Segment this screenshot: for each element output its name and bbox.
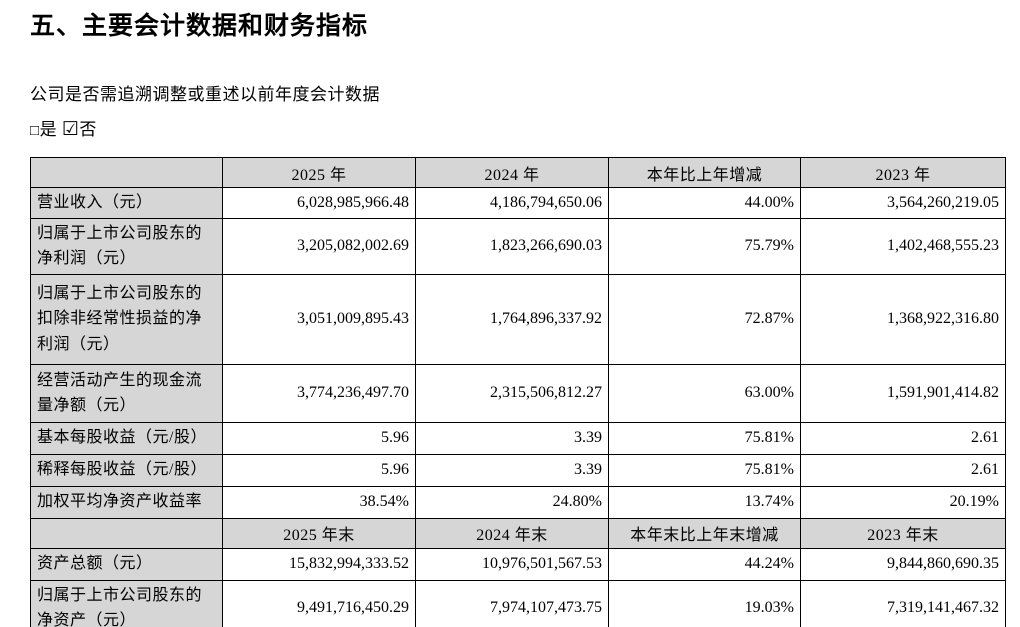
cell-value: 1,764,896,337.92 (415, 273, 609, 365)
table-row: 归属于上市公司股东的净资产（元） 9,491,716,450.29 7,974,… (30, 579, 1006, 627)
cell-value: 7,319,141,467.32 (800, 579, 1006, 627)
checkbox-yes-label: 是 (39, 120, 58, 139)
header-yoy-change: 本年比上年增减 (608, 157, 801, 188)
header-2024-end: 2024 年末 (415, 517, 609, 549)
cell-value: 15,832,994,333.52 (222, 547, 416, 581)
key-financial-indicators-table: 2025 年 2024 年 本年比上年增减 2023 年 营业收入（元） 6,0… (30, 157, 1006, 627)
row-label: 经营活动产生的现金流量净额（元） (30, 363, 223, 423)
corner-cell (30, 517, 223, 549)
cell-value: 5.96 (222, 421, 416, 455)
checkbox-no-label: 否 (79, 120, 97, 139)
header-year-end-change: 本年末比上年末增减 (608, 517, 801, 549)
cell-value: 75.81% (608, 421, 801, 455)
cell-value: 9,844,860,690.35 (800, 547, 1006, 581)
header-2023: 2023 年 (800, 157, 1006, 188)
cell-value: 20.19% (800, 485, 1006, 519)
cell-value: 1,591,901,414.82 (800, 363, 1006, 423)
cell-value: 63.00% (608, 363, 801, 423)
table-row: 基本每股收益（元/股） 5.96 3.39 75.81% 2.61 (30, 421, 1006, 455)
checkbox-no-checked-icon: ☑ (61, 119, 80, 140)
cell-value: 3,205,082,002.69 (222, 217, 416, 275)
cell-value: 75.79% (608, 217, 801, 275)
row-label: 归属于上市公司股东的扣除非经常性损益的净利润（元） (30, 273, 223, 365)
row-label: 归属于上市公司股东的净资产（元） (30, 579, 223, 627)
cell-value: 3,051,009,895.43 (222, 273, 416, 365)
row-label: 基本每股收益（元/股） (30, 421, 223, 455)
cell-value: 4,186,794,650.06 (415, 187, 609, 219)
cell-value: 1,368,922,316.80 (800, 273, 1006, 365)
cell-value: 10,976,501,567.53 (415, 547, 609, 581)
cell-value: 3,564,260,219.05 (800, 187, 1006, 219)
row-label: 稀释每股收益（元/股） (30, 453, 223, 487)
checkbox-yes-icon: □ (30, 123, 40, 139)
table-row: 稀释每股收益（元/股） 5.96 3.39 75.81% 2.61 (30, 453, 1006, 487)
cell-value: 3.39 (415, 421, 609, 455)
cell-value: 19.03% (608, 579, 801, 627)
cell-value: 2.61 (800, 453, 1006, 487)
cell-value: 44.00% (608, 187, 801, 219)
header-2025: 2025 年 (222, 157, 416, 188)
cell-value: 13.74% (608, 485, 801, 519)
corner-cell (30, 157, 223, 188)
cell-value: 2,315,506,812.27 (415, 363, 609, 423)
cell-value: 72.87% (608, 273, 801, 365)
table-row: 归属于上市公司股东的扣除非经常性损益的净利润（元） 3,051,009,895.… (30, 273, 1006, 365)
cell-value: 1,402,468,555.23 (800, 217, 1006, 275)
cell-value: 75.81% (608, 453, 801, 487)
table-row: 经营活动产生的现金流量净额（元） 3,774,236,497.70 2,315,… (30, 363, 1006, 423)
row-label: 资产总额（元） (30, 547, 223, 581)
row-label: 加权平均净资产收益率 (30, 485, 223, 519)
cell-value: 9,491,716,450.29 (222, 579, 416, 627)
table-row: 归属于上市公司股东的净利润（元） 3,205,082,002.69 1,823,… (30, 217, 1006, 275)
cell-value: 44.24% (608, 547, 801, 581)
cell-value: 3,774,236,497.70 (222, 363, 416, 423)
cell-value: 5.96 (222, 453, 416, 487)
cell-value: 7,974,107,473.75 (415, 579, 609, 627)
restatement-question: 公司是否需追溯调整或重述以前年度会计数据 (30, 85, 380, 104)
cell-value: 2.61 (800, 421, 1006, 455)
header-2023-end: 2023 年末 (800, 517, 1006, 549)
header-2025-end: 2025 年末 (222, 517, 416, 549)
cell-value: 38.54% (222, 485, 416, 519)
cell-value: 24.80% (415, 485, 609, 519)
cell-value: 3.39 (415, 453, 609, 487)
row-label: 归属于上市公司股东的净利润（元） (30, 217, 223, 275)
table-header-year-end: 2025 年末 2024 年末 本年末比上年末增减 2023 年末 (30, 517, 1006, 549)
table-row: 加权平均净资产收益率 38.54% 24.80% 13.74% 20.19% (30, 485, 1006, 519)
table-row: 资产总额（元） 15,832,994,333.52 10,976,501,567… (30, 547, 1006, 581)
table-header-annual: 2025 年 2024 年 本年比上年增减 2023 年 (30, 157, 1006, 188)
cell-value: 1,823,266,690.03 (415, 217, 609, 275)
restatement-answer: □是 ☑否 (30, 115, 1005, 141)
table-row: 营业收入（元） 6,028,985,966.48 4,186,794,650.0… (30, 187, 1006, 219)
cell-value: 6,028,985,966.48 (222, 187, 416, 219)
row-label: 营业收入（元） (30, 187, 223, 219)
section-title: 五、主要会计数据和财务指标 (30, 13, 369, 40)
header-2024: 2024 年 (415, 157, 609, 188)
